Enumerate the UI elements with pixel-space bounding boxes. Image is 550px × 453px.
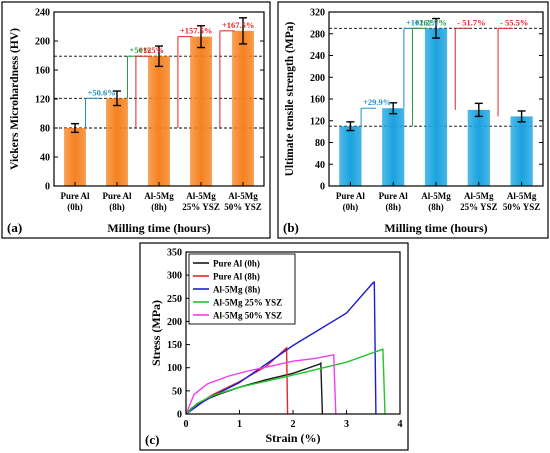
y-tick-label: 0 xyxy=(177,410,182,421)
bar xyxy=(339,126,362,186)
panel-c: 0 1 2 3 4 0 50 100 150 200 250 300 350 Pure Al (0h) Pu… xyxy=(139,242,409,451)
legend-label: Al-5Mg (8h) xyxy=(213,285,260,295)
y-tick-label: 0 xyxy=(45,182,50,193)
x-tick-label: (0h) xyxy=(67,202,83,212)
bar xyxy=(232,30,254,186)
x-tick-label: Pure Al xyxy=(379,191,409,201)
y-tick-label: 80 xyxy=(315,138,325,149)
x-tick-label: (8h) xyxy=(385,202,401,212)
panel-frame xyxy=(277,1,549,239)
annotation-label: +50% xyxy=(130,45,152,55)
bar xyxy=(510,116,533,186)
y-tick-label: 0 xyxy=(320,182,325,193)
y-axis-label: Stress (MPa) xyxy=(149,300,163,366)
y-tick-label: 250 xyxy=(167,294,182,305)
x-axis-label: Milling time (hours) xyxy=(107,221,210,235)
annotation-label: +102.2% xyxy=(406,17,438,27)
annotation-label: +29.9% xyxy=(363,97,391,107)
x-tick-label: (8h) xyxy=(109,202,125,212)
x-tick-label: Pure Al xyxy=(336,191,366,201)
x-tick-label: 3 xyxy=(344,419,349,430)
series-line xyxy=(185,281,377,415)
series-line xyxy=(185,346,289,415)
y-tick-label: 120 xyxy=(310,116,325,127)
x-tick-label: Pure Al xyxy=(60,191,90,201)
x-tick-label: Al-5Mg xyxy=(507,191,537,201)
bar xyxy=(148,56,170,186)
legend-label: Al-5Mg 25% YSZ xyxy=(213,298,282,308)
series-line xyxy=(185,361,324,415)
annotation-label: +162.7% xyxy=(414,17,446,27)
y-axis-label: Vickers Microhardness (HV) xyxy=(9,28,21,170)
y-tick-label: 280 xyxy=(310,29,325,40)
y-tick-label: 350 xyxy=(167,248,182,259)
series-line xyxy=(185,353,337,415)
x-tick-label: 50% YSZ xyxy=(224,202,261,212)
y-tick-label: 240 xyxy=(35,8,50,19)
legend-label: Pure Al (0h) xyxy=(213,259,260,269)
annotation-label: +167.5% xyxy=(222,20,254,30)
y-tick-label: 100 xyxy=(167,363,182,374)
legend-label: Pure Al (8h) xyxy=(213,272,260,282)
bar xyxy=(382,108,405,186)
x-tick-label: 25% YSZ xyxy=(182,202,219,212)
panel-label: (b) xyxy=(283,220,299,235)
x-tick-label: Al-5Mg xyxy=(144,191,174,201)
x-tick-label: Al-5Mg xyxy=(228,191,258,201)
y-tick-label: 150 xyxy=(167,340,182,351)
x-tick-label: Al-5Mg xyxy=(421,191,451,201)
bar xyxy=(424,28,448,186)
y-tick-label: 120 xyxy=(35,95,50,106)
bar xyxy=(190,36,212,187)
x-axis-label: Milling time (hours) xyxy=(384,221,487,235)
x-tick-label: 0 xyxy=(184,419,189,430)
x-tick-label: 2 xyxy=(291,419,296,430)
annotation-label: - 51.7% xyxy=(457,17,485,27)
x-axis-label: Strain (%) xyxy=(266,431,321,445)
annotation-label: +50.6% xyxy=(88,87,116,97)
bar xyxy=(64,128,86,186)
y-tick-label: 160 xyxy=(310,95,325,106)
x-tick-label: Al-5Mg xyxy=(464,191,494,201)
panel-label: (c) xyxy=(145,432,159,447)
annotation-label: +157.5% xyxy=(180,26,212,36)
annotation-label: - 55.5% xyxy=(500,17,528,27)
y-tick-label: 200 xyxy=(310,73,325,84)
panel-b: +29.9% +102.2%+162.7% - 51.7% - 55.5% 0 40 80 1… xyxy=(277,1,549,239)
legend-label: Al-5Mg 50% YSZ xyxy=(213,311,282,321)
y-tick-label: 240 xyxy=(310,51,325,62)
y-tick-label: 160 xyxy=(35,66,50,77)
bar xyxy=(467,109,490,186)
panel-frame xyxy=(139,242,409,451)
x-tick-label: (0h) xyxy=(343,202,359,212)
x-tick-label: 25% YSZ xyxy=(460,202,497,212)
y-tick-label: 200 xyxy=(35,37,50,48)
x-tick-label: Al-5Mg xyxy=(186,191,216,201)
panel-a: +50.6% +50%+125% +157.5% +167.5% 0 40 80 120 160… xyxy=(1,1,271,239)
y-tick-label: 40 xyxy=(315,160,325,171)
x-tick-label: (8h) xyxy=(428,202,444,212)
bar xyxy=(106,98,128,186)
y-tick-label: 300 xyxy=(167,271,182,282)
y-tick-label: 320 xyxy=(310,8,325,19)
y-tick-label: 40 xyxy=(40,153,50,164)
panel-frame xyxy=(1,1,271,239)
x-tick-label: 4 xyxy=(398,419,403,430)
x-tick-label: 1 xyxy=(237,419,242,430)
y-tick-label: 80 xyxy=(40,124,50,135)
panel-label: (a) xyxy=(7,220,22,235)
series-line xyxy=(185,348,386,415)
y-axis-label: Ultimate tensile strength (MPa) xyxy=(284,21,296,176)
x-tick-label: 50% YSZ xyxy=(503,202,540,212)
x-tick-label: (8h) xyxy=(151,202,167,212)
annotation-label: +125% xyxy=(138,45,164,55)
y-tick-label: 50 xyxy=(172,386,182,397)
x-tick-label: Pure Al xyxy=(102,191,132,201)
y-tick-label: 200 xyxy=(167,317,182,328)
